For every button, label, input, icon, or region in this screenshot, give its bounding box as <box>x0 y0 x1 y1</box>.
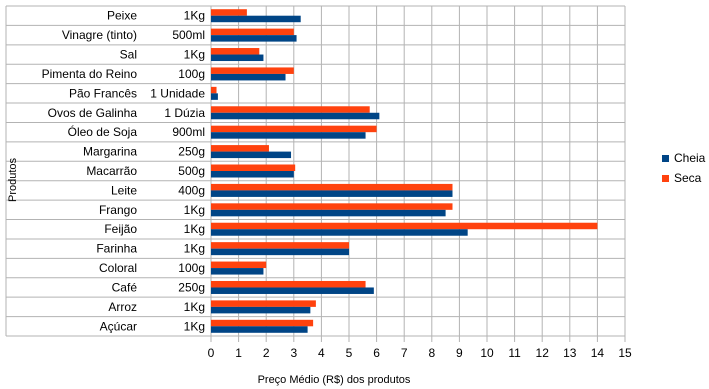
bar-cheia <box>211 132 366 139</box>
category-unit-label: 400g <box>178 183 205 197</box>
legend-swatch-cheia <box>662 155 669 162</box>
category-unit-label: 1Kg <box>184 9 205 23</box>
bar-cheia <box>211 171 294 178</box>
category-unit-label: 1Kg <box>184 48 205 62</box>
x-tick-label: 13 <box>563 346 577 360</box>
legend-label-seca: Seca <box>674 171 702 185</box>
bar-cheia <box>211 307 310 314</box>
category-label: Coloral <box>99 261 137 275</box>
bar-seca <box>211 184 453 191</box>
category-label: Arroz <box>108 300 137 314</box>
bar-seca <box>211 223 597 230</box>
category-unit-label: 1Kg <box>184 242 205 256</box>
bar-cheia <box>211 152 291 159</box>
legend-label-cheia: Cheia <box>674 151 706 165</box>
bar-cheia <box>211 35 297 42</box>
bar-seca <box>211 29 294 35</box>
bar-seca <box>211 320 313 327</box>
bar-cheia <box>211 326 308 333</box>
bar-cheia <box>211 74 286 81</box>
bar-seca <box>211 281 366 288</box>
category-label: Vinagre (tinto) <box>62 28 137 42</box>
category-unit-label: 250g <box>178 280 205 294</box>
bar-seca <box>211 48 259 55</box>
bar-cheia <box>211 287 374 294</box>
category-label: Açúcar <box>100 319 137 333</box>
bar-seca <box>211 126 377 133</box>
x-tick-label: 1 <box>235 346 242 360</box>
x-tick-label: 3 <box>290 346 297 360</box>
category-unit-label: 1Kg <box>184 222 205 236</box>
bar-seca <box>211 165 295 172</box>
x-tick-label: 10 <box>480 346 494 360</box>
bar-cheia <box>211 55 263 62</box>
category-unit-label: 100g <box>178 261 205 275</box>
category-unit-label: 900ml <box>172 125 205 139</box>
category-label: Margarina <box>83 145 137 159</box>
bar-seca <box>211 145 269 152</box>
category-label: Macarrão <box>86 164 137 178</box>
bar-seca <box>211 300 316 307</box>
category-label: Farinha <box>96 242 137 256</box>
bar-seca <box>211 242 349 249</box>
category-label: Café <box>112 280 138 294</box>
bar-cheia <box>211 210 446 217</box>
x-tick-label: 15 <box>618 346 632 360</box>
category-label: Óleo de Soja <box>68 124 138 139</box>
y-axis-title: Produtos <box>7 157 19 202</box>
category-unit-label: 1Kg <box>184 300 205 314</box>
bar-seca <box>211 106 370 113</box>
category-unit-label: 100g <box>178 67 205 81</box>
x-axis-title: Preço Médio (R$) dos produtos <box>258 374 411 386</box>
x-tick-labels: 0 1 2 3 4 5 6 7 8 9 10 11 12 13 14 15 <box>208 346 632 360</box>
legend-swatch-seca <box>662 175 669 182</box>
bar-cheia <box>211 249 349 256</box>
x-tick-label: 5 <box>346 346 353 360</box>
bar-cheia <box>211 113 379 120</box>
x-tick-label: 11 <box>508 346 521 360</box>
category-label: Frango <box>99 203 137 217</box>
bar-seca <box>211 9 247 16</box>
category-label: Sal <box>120 48 137 62</box>
category-label: Pão Francês <box>69 86 137 100</box>
bar-seca <box>211 87 217 94</box>
category-unit-label: 1Kg <box>184 319 205 333</box>
bar-cheia <box>211 93 218 100</box>
bar-seca <box>211 67 294 74</box>
x-tick-label: 4 <box>318 346 325 360</box>
category-label: Pimenta do Reino <box>42 67 138 81</box>
category-unit-label: 1Kg <box>184 203 205 217</box>
bar-cheia <box>211 190 453 197</box>
category-labels: Peixe 1Kg Vinagre (tinto) 500ml Sal 1Kg Piment… <box>42 9 206 334</box>
category-unit-label: 250g <box>178 145 205 159</box>
x-tick-label: 14 <box>591 346 605 360</box>
bar-seca <box>211 203 453 210</box>
category-label: Ovos de Galinha <box>48 106 138 120</box>
category-label: Feijão <box>104 222 137 236</box>
x-tick-label: 8 <box>428 346 435 360</box>
bar-cheia <box>211 16 301 23</box>
category-unit-label: 500ml <box>172 28 205 42</box>
x-tick-label: 9 <box>456 346 463 360</box>
category-label: Peixe <box>107 9 137 23</box>
category-unit-label: 1 Dúzia <box>164 106 205 120</box>
category-label: Leite <box>111 183 137 197</box>
bar-cheia <box>211 229 468 236</box>
category-unit-label: 500g <box>178 164 205 178</box>
x-tick-label: 0 <box>208 346 215 360</box>
x-tick-label: 7 <box>401 346 408 360</box>
bar-seca <box>211 262 266 269</box>
x-tick-label: 2 <box>263 346 270 360</box>
bar-cheia <box>211 268 263 275</box>
legend: Cheia Seca <box>662 151 706 185</box>
x-tick-label: 12 <box>536 346 550 360</box>
x-tick-label: 6 <box>373 346 380 360</box>
category-unit-label: 1 Unidade <box>150 86 205 100</box>
